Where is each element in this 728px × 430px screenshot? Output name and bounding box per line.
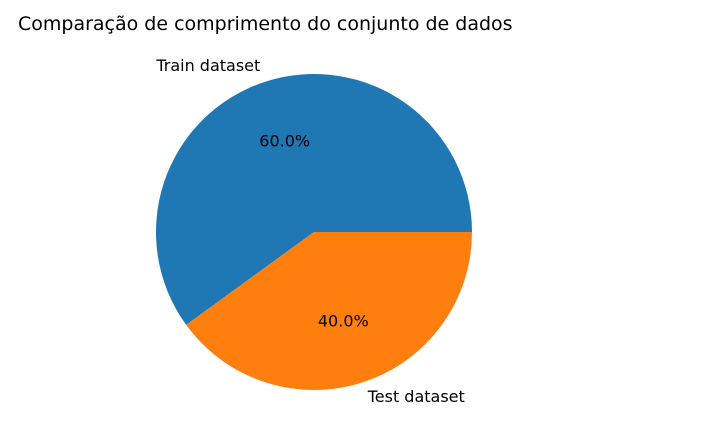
pie-labels: Train dataset 60.0% Test dataset 40.0% [155, 56, 464, 406]
pie-slice-test-dataset [186, 232, 473, 390]
slice-percent-train-dataset: 60.0% [259, 131, 310, 150]
pie-slices [155, 73, 473, 390]
slice-label-train-dataset: Train dataset [155, 56, 260, 75]
slice-percent-test-dataset: 40.0% [318, 312, 369, 331]
pie-slice-train-dataset [155, 73, 472, 325]
slice-label-test-dataset: Test dataset [367, 387, 465, 406]
chart-title: Comparação de comprimento do conjunto de… [18, 13, 513, 35]
